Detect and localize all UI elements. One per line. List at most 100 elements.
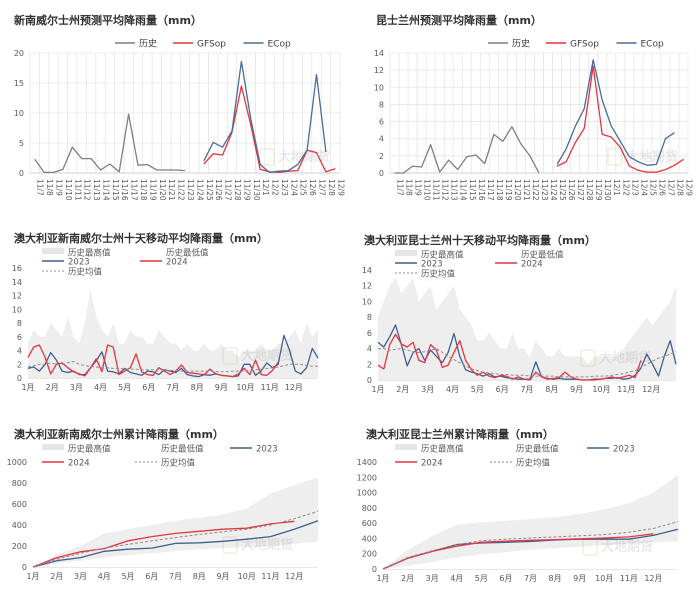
x-tick-label: 11/8 bbox=[405, 179, 414, 196]
chart-title: 澳大利亚新南威尔士州十天移动平均降雨量（mm） bbox=[14, 232, 268, 245]
legend-label: 2024 bbox=[521, 260, 543, 270]
legend-label: 历史均值 bbox=[68, 267, 103, 278]
legend-label: ECop bbox=[641, 40, 664, 50]
series-line-2024 bbox=[382, 533, 654, 570]
x-tick-label: 11/12 bbox=[441, 179, 450, 200]
x-tick-label: 9月 bbox=[570, 385, 583, 394]
x-tick-label: 11/12 bbox=[83, 179, 92, 200]
historical-min-area bbox=[383, 541, 678, 569]
x-tick-label: 11/25 bbox=[558, 179, 567, 200]
legend-label: 2024 bbox=[421, 459, 443, 469]
legend-label: 历史最低值 bbox=[161, 444, 204, 455]
y-tick-label: 1200 bbox=[357, 473, 377, 482]
x-tick-label: 5月 bbox=[121, 572, 134, 581]
historical-range-band bbox=[33, 477, 318, 567]
x-tick-label: 11/14 bbox=[101, 179, 110, 200]
y-tick-label: 20 bbox=[14, 49, 24, 58]
y-tick-label: 10 bbox=[12, 305, 22, 314]
legend-label: GFSop bbox=[197, 40, 226, 50]
chart-title: 新南威尔士州预测平均降雨量（mm） bbox=[14, 14, 202, 27]
x-tick-label: 11/27 bbox=[224, 179, 233, 200]
historical-range-band bbox=[28, 288, 318, 378]
x-tick-label: 12/4 bbox=[639, 179, 648, 196]
x-tick-label: 11/19 bbox=[504, 179, 513, 200]
y-tick-label: 1000 bbox=[357, 489, 377, 498]
series-line-2023 bbox=[32, 520, 319, 568]
x-tick-label: 12/8 bbox=[327, 179, 336, 196]
x-tick-label: 12月 bbox=[285, 572, 303, 581]
watermark: 大地期货 bbox=[580, 349, 651, 367]
x-tick-label: 3月 bbox=[421, 385, 434, 394]
chart-nsw-10day: 0 2 4 6 8 10 12 14 16 1月 2月 3月 4月 5月 6月 7月 8月 9月 10月 11月 12月… bbox=[12, 248, 319, 392]
x-tick-label: 11/28 bbox=[233, 179, 242, 200]
legend-label: ECop bbox=[268, 40, 291, 50]
y-tick-label: 0 bbox=[372, 565, 377, 574]
legend-label: 历史最低值 bbox=[166, 248, 209, 259]
chart-nsw-cumulative: 0 200 400 600 800 1000 1月 2月 3月 4月 5月 6月 7月 8月 9月 10月 11… bbox=[7, 444, 319, 581]
x-tick-label: 12/4 bbox=[289, 179, 298, 196]
x-tick-label: 2月 bbox=[396, 385, 409, 394]
x-tick-label: 11/29 bbox=[594, 179, 603, 200]
series-line-history bbox=[34, 113, 186, 174]
legend-label: GFSop bbox=[570, 40, 599, 50]
x-tick-label: 4月 bbox=[446, 385, 459, 394]
watermark: 大地期货 bbox=[607, 148, 678, 166]
x-tick-label: 1月 bbox=[376, 574, 389, 583]
x-tick-label: 9月 bbox=[215, 383, 228, 392]
x-tick-label: 11/26 bbox=[214, 179, 223, 200]
x-tick-label: 11/27 bbox=[576, 179, 585, 200]
legend-label: 历史均值 bbox=[161, 458, 196, 469]
legend-label: 2024 bbox=[166, 258, 188, 268]
x-tick-label: 12/9 bbox=[336, 179, 345, 196]
x-tick-label: 11/18 bbox=[495, 179, 504, 200]
x-tick-label: 11/16 bbox=[477, 179, 486, 200]
watermark-text: 大地期货 bbox=[241, 348, 293, 364]
x-tick-label: 11/11 bbox=[73, 179, 82, 200]
y-tick-label: 200 bbox=[12, 542, 27, 551]
watermark-logo-icon bbox=[222, 536, 238, 554]
y-tick-label: 800 bbox=[362, 504, 377, 513]
x-tick-label: 1月 bbox=[371, 385, 384, 394]
watermark-text: 大地期货 bbox=[601, 539, 653, 555]
x-tick-label: 11/24 bbox=[195, 179, 204, 200]
legend: 历史 GFSop ECop bbox=[115, 38, 291, 50]
x-tick-label: 12/6 bbox=[657, 179, 666, 196]
series-line-2024 bbox=[27, 344, 279, 378]
y-tick-label: 14 bbox=[12, 278, 22, 287]
x-tick-label: 11/19 bbox=[148, 179, 157, 200]
x-tick-label: 7月 bbox=[166, 383, 179, 392]
x-tick-label: 11/17 bbox=[486, 179, 495, 200]
legend-swatch-band bbox=[42, 248, 64, 254]
x-tick-label: 11/15 bbox=[111, 179, 120, 200]
x-tick-label: 12月 bbox=[644, 574, 662, 583]
x-tick-label: 12/7 bbox=[666, 179, 675, 196]
x-tick-label: 12/5 bbox=[648, 179, 657, 196]
y-tick-label: 8 bbox=[367, 313, 372, 322]
y-tick-label: 800 bbox=[12, 479, 27, 488]
y-tick-label: 0 bbox=[22, 563, 27, 572]
y-tick-label: 8 bbox=[17, 319, 22, 328]
x-tick-label: 10月 bbox=[592, 385, 610, 394]
x-tick-label: 5月 bbox=[471, 385, 484, 394]
x-tick-label: 12/3 bbox=[280, 179, 289, 196]
watermark: 大地期货 bbox=[259, 148, 330, 166]
watermark-logo-icon bbox=[222, 347, 238, 365]
x-tick-label: 11/24 bbox=[549, 179, 558, 200]
y-tick-label: 12 bbox=[362, 282, 372, 291]
legend-label: 历史 bbox=[139, 38, 157, 50]
x-tick-label: 12/8 bbox=[675, 179, 684, 196]
x-tick-label: 10月 bbox=[236, 383, 254, 392]
series-line-历史均值 bbox=[27, 361, 318, 373]
legend-swatch-band bbox=[395, 250, 417, 256]
chart-nsw-forecast: 0 5 10 15 20 11/7 11/8 11/9 11/10 11/11 11/12 11/13… bbox=[14, 38, 345, 201]
x-tick-label: 12/9 bbox=[684, 179, 693, 196]
y-tick-label: 8 bbox=[379, 100, 384, 109]
x-tick-label: 4月 bbox=[450, 574, 463, 583]
x-tick-label: 11/15 bbox=[468, 179, 477, 200]
legend-label: 历史最高值 bbox=[421, 250, 464, 261]
watermark-text: 大地期货 bbox=[599, 350, 651, 366]
x-tick-label: 11/7 bbox=[36, 179, 45, 196]
legend: 历史 GFSop ECop bbox=[488, 38, 664, 50]
watermark: 大地期货 bbox=[222, 536, 293, 554]
